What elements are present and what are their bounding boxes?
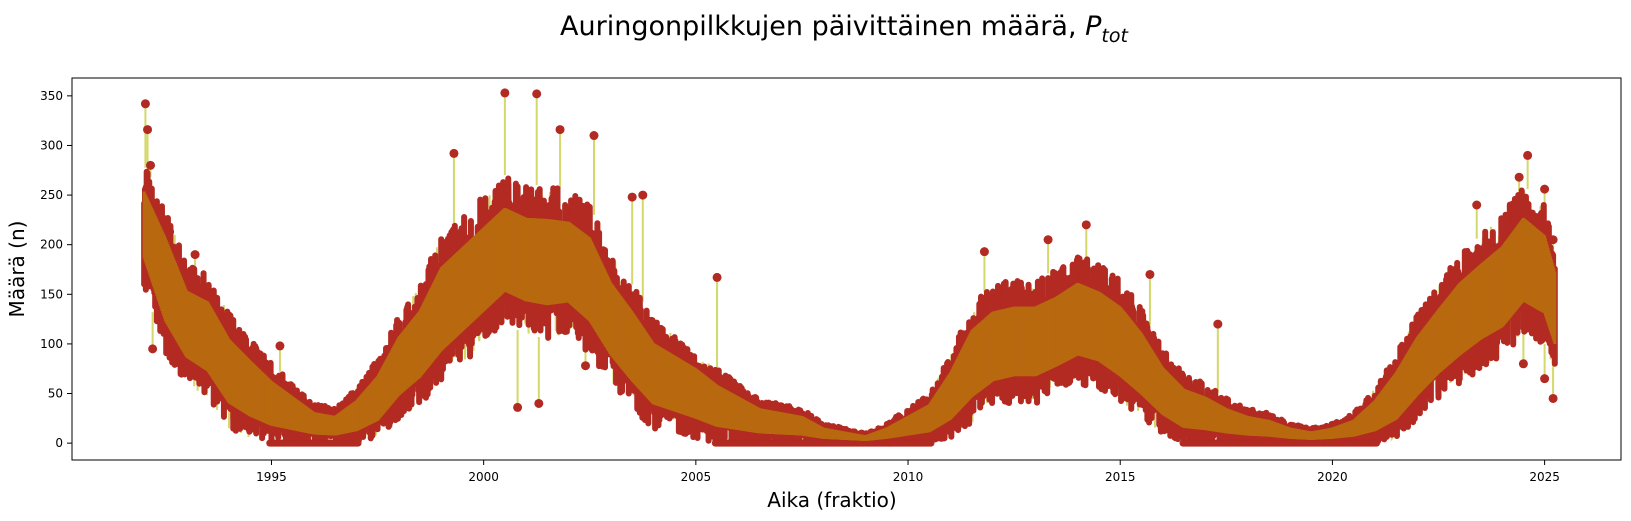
y-tick-label: 100: [40, 337, 63, 351]
marker-outlier: [979, 247, 989, 257]
marker-outlier: [1540, 374, 1550, 384]
marker-outlier: [1472, 200, 1482, 210]
marker-outlier: [1523, 150, 1533, 160]
marker-outlier: [1514, 172, 1524, 182]
marker-outlier: [449, 148, 459, 158]
x-tick-label: 2010: [893, 470, 924, 484]
x-axis: 1995 2000 2005 2010 2015 2020 2025: [256, 460, 1560, 484]
marker-outlier: [1518, 359, 1528, 369]
marker-outlier: [143, 125, 153, 135]
marker-outlier: [1043, 235, 1053, 245]
y-tick-label: 50: [48, 387, 63, 401]
marker-outlier: [555, 125, 565, 135]
marker-outlier: [190, 250, 200, 260]
x-tick-label: 2005: [681, 470, 712, 484]
chart-title: Auringonpilkkujen päivittäinen määrä, Pt…: [560, 11, 1129, 47]
marker-zero: [927, 439, 935, 447]
x-tick-label: 2025: [1529, 470, 1560, 484]
x-tick-label: 2020: [1317, 470, 1348, 484]
marker-outlier: [1548, 235, 1558, 245]
y-tick-label: 0: [55, 436, 63, 450]
marker-outlier: [165, 227, 175, 237]
marker-outlier: [1540, 184, 1550, 194]
marker-outlier: [513, 402, 523, 412]
x-axis-title: Aika (fraktio): [767, 488, 896, 512]
y-tick-label: 200: [40, 238, 63, 252]
y-tick-label: 150: [40, 287, 63, 301]
y-tick-label: 350: [40, 89, 63, 103]
marker-zero: [354, 439, 362, 447]
x-tick-label: 1995: [256, 470, 287, 484]
marker-outlier: [638, 190, 648, 200]
x-tick-label: 2015: [1105, 470, 1136, 484]
series-markers: [140, 88, 1558, 447]
marker-outlier: [1548, 393, 1558, 403]
marker-outlier: [1145, 269, 1155, 279]
y-tick-label: 250: [40, 188, 63, 202]
marker-outlier: [589, 131, 599, 141]
marker-outlier: [627, 192, 637, 202]
marker-outlier: [1081, 220, 1091, 230]
marker-zero: [1373, 439, 1381, 447]
y-axis-title: Määrä (n): [5, 221, 29, 318]
marker-outlier: [500, 88, 510, 98]
y-axis: 0 50 100 150 200 250 300 350: [40, 89, 72, 450]
marker-outlier: [148, 344, 158, 354]
marker-outlier: [712, 272, 722, 282]
plot-frame: [71, 77, 1622, 461]
y-tick-label: 300: [40, 138, 63, 152]
series-dense-band: [142, 191, 1557, 441]
marker-outlier: [532, 89, 542, 99]
marker-outlier: [140, 99, 150, 109]
marker-outlier: [146, 160, 156, 170]
plot-area: [140, 88, 1558, 447]
marker-outlier: [534, 398, 544, 408]
x-tick-label: 2000: [468, 470, 499, 484]
marker-outlier: [581, 361, 591, 371]
marker-outlier: [275, 341, 285, 351]
marker-outlier: [1213, 319, 1223, 329]
marker-outlier: [224, 311, 234, 321]
